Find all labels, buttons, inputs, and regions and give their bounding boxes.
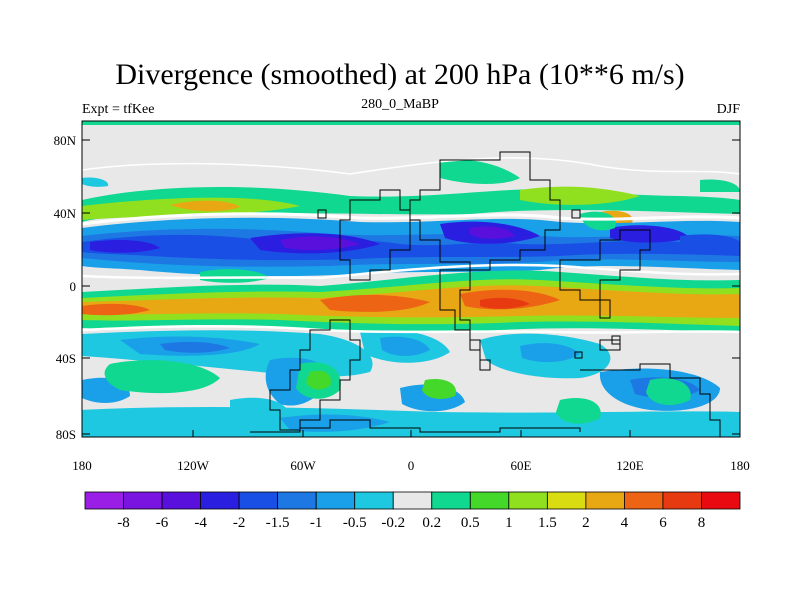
contour-region	[82, 303, 150, 316]
colorbar-label: -6	[156, 515, 169, 531]
season-label: DJF	[716, 102, 740, 117]
colorbar-label: 1	[505, 515, 513, 531]
contour-region	[90, 240, 160, 253]
chart-title: Divergence (smoothed) at 200 hPa (10**6 …	[115, 58, 685, 91]
colorbar-swatch	[238, 491, 279, 510]
colorbar-label: -4	[194, 515, 207, 531]
colorbar-label: 2	[582, 515, 590, 531]
zero-contour	[82, 212, 740, 226]
y-tick-label: 40S	[56, 351, 76, 366]
x-tick-label: 120E	[616, 458, 644, 473]
contour-region	[82, 121, 740, 125]
contour-region	[646, 378, 691, 406]
colorbar-label: -0.5	[343, 515, 367, 531]
colorbar-swatch	[585, 491, 625, 510]
colorbar-swatch	[161, 491, 201, 510]
contour-region	[170, 200, 240, 212]
contour-region	[82, 177, 109, 187]
colorbar-swatch	[662, 491, 702, 510]
y-tick-label: 80S	[56, 427, 76, 442]
contour-region	[82, 234, 740, 261]
colorbar-swatch	[84, 491, 124, 510]
x-tick-label: 180	[72, 458, 92, 473]
colorbar-label: -2	[233, 515, 246, 531]
contour-region	[306, 370, 331, 390]
colorbar-swatch	[200, 491, 240, 510]
zero-contour	[82, 324, 740, 334]
colorbar-swatch	[508, 491, 548, 510]
colorbar-label: -1.5	[266, 515, 290, 531]
contour-region	[480, 297, 530, 309]
coastline	[250, 151, 721, 437]
contour-region	[556, 398, 601, 424]
colorbar-label: -1	[310, 515, 323, 531]
y-ticks	[82, 139, 740, 435]
colorbar-label: 1.5	[538, 515, 557, 531]
contour-region	[200, 269, 270, 283]
contour-region	[160, 341, 230, 353]
y-tick-label: 80N	[54, 133, 77, 148]
contour-region	[440, 159, 520, 184]
x-tick-label: 120W	[177, 458, 210, 473]
x-tick-label: 0	[408, 458, 415, 473]
x-tick-label: 180	[730, 458, 750, 473]
x-ticks	[192, 430, 631, 437]
x-tick-label: 60E	[511, 458, 532, 473]
colorbar-swatch	[431, 491, 471, 510]
period-label: 280_0_MaBP	[361, 97, 439, 112]
contour-region	[520, 343, 580, 363]
colorbar-label: 4	[621, 515, 629, 531]
colorbar-swatch	[123, 491, 163, 510]
colorbar-swatch	[354, 491, 394, 510]
colorbar-label: 6	[659, 515, 667, 531]
colorbar-swatch	[469, 491, 510, 510]
contour-region	[422, 378, 456, 399]
colorbar-label: 8	[698, 515, 706, 531]
colorbar-label: -0.2	[381, 515, 405, 531]
colorbar-swatch	[546, 491, 587, 510]
colorbar-swatch	[624, 491, 664, 510]
contour-region	[104, 360, 220, 394]
colorbar-label: -8	[117, 515, 130, 531]
y-tick-label: 40N	[54, 206, 77, 221]
divergence-field	[82, 121, 740, 437]
contour-region	[580, 211, 616, 231]
contour-region	[700, 179, 740, 192]
colorbar-swatch	[277, 491, 317, 510]
zero-contour	[82, 263, 740, 280]
colorbar-label: 0.5	[461, 515, 480, 531]
experiment-label: Expt = tfKee	[82, 102, 155, 117]
colorbar: -8 -6 -4 -2 -1.5 -1 -0.5 -0.2 0.2 0.5 1 1.5 2 4 6 8	[84, 491, 741, 531]
colorbar-swatch	[701, 491, 741, 510]
contour-region	[380, 336, 430, 356]
contour-region	[470, 226, 515, 239]
colorbar-label: 0.2	[422, 515, 441, 531]
contour-region	[320, 294, 430, 312]
x-tick-label: 60W	[290, 458, 316, 473]
y-tick-label: 0	[70, 279, 77, 294]
contour-region	[680, 234, 740, 254]
colorbar-swatch	[392, 491, 433, 510]
colorbar-swatch	[315, 491, 356, 510]
